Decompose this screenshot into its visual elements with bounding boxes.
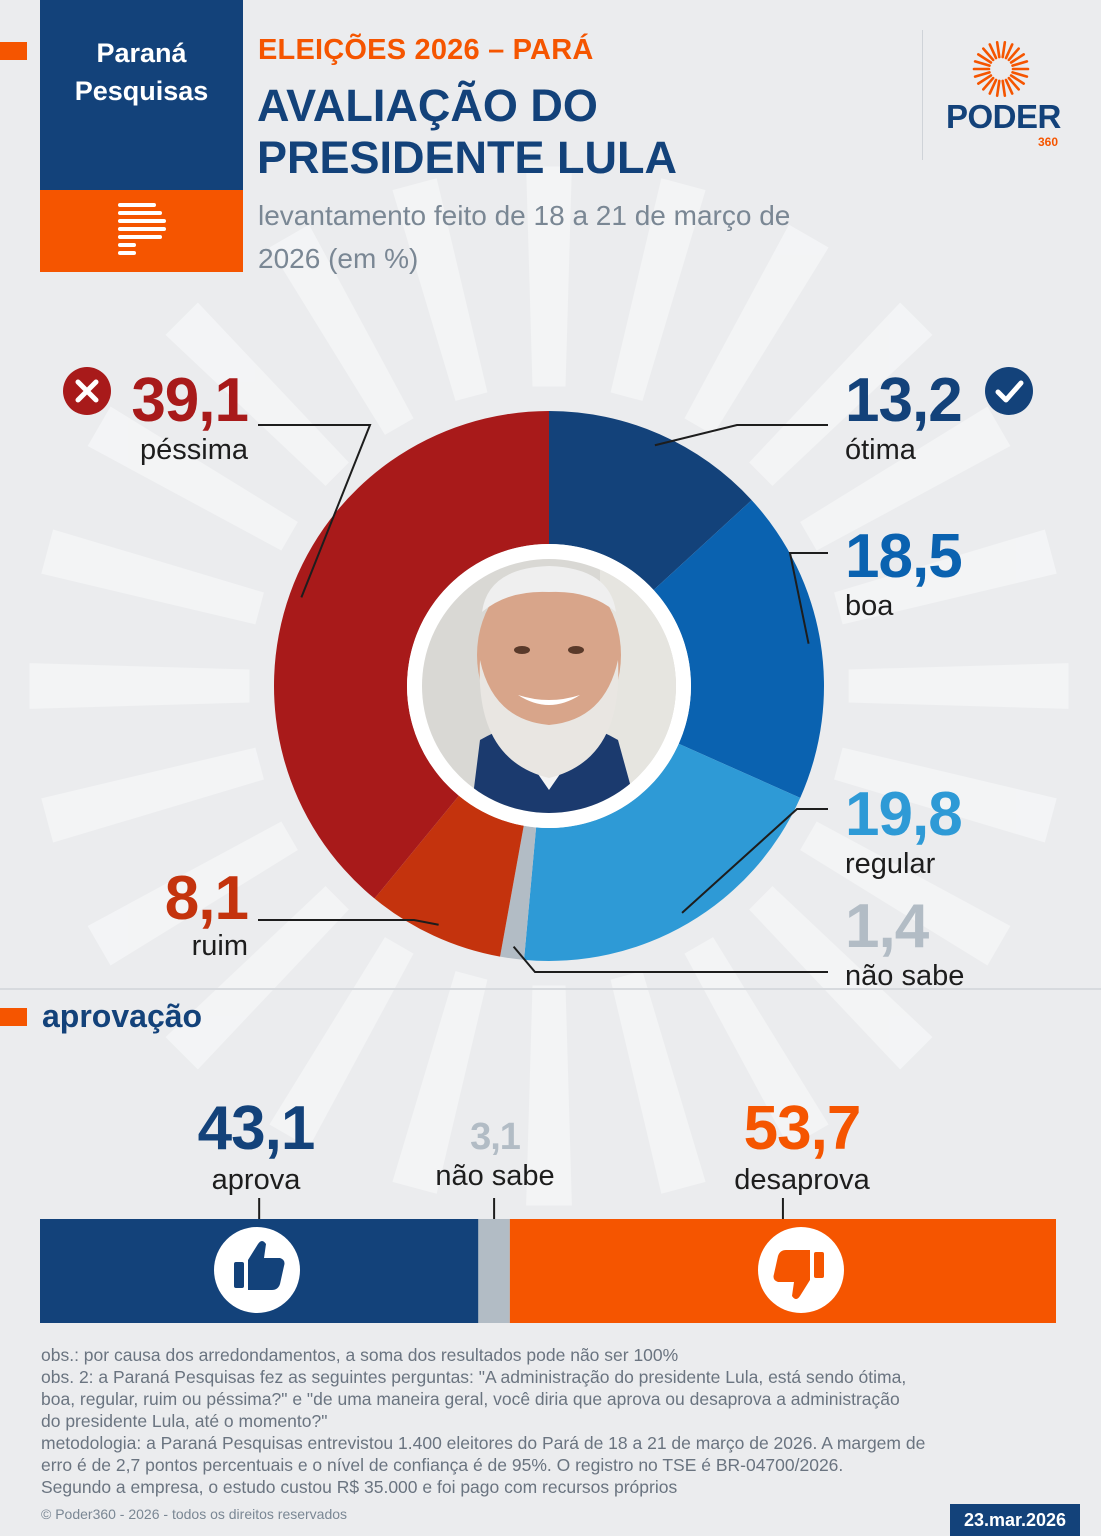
section-accent [0,1008,27,1026]
note-line-5: metodologia: a Paraná Pesquisas entrevis… [41,1433,926,1453]
subtitle-line-2: 2026 (em %) [258,243,419,274]
checkmark-circle-icon [985,367,1033,415]
leader-line-péssima [258,424,372,598]
approval-naosabe-value: 3,1 [470,1116,521,1158]
ruim-value: 8,1 [164,864,249,933]
logo-separator [922,30,923,160]
boa-label: boa [845,590,894,622]
aprova-value: 43,1 [197,1094,316,1163]
leader-line-ótima [654,424,828,447]
parana-pesquisas-logo [40,0,243,190]
approval-bar-não-sabe [478,1219,510,1323]
methodology-notes: obs.: por causa dos arredondamentos, a s… [41,1344,1071,1498]
leader-line-ruim [258,919,439,926]
ruim-label: ruim [191,930,248,962]
aprova-label: aprova [211,1164,301,1196]
publication-date: 23.mar.2026 [950,1504,1080,1536]
top-left-accent [0,42,27,60]
desaprova-value: 53,7 [743,1094,862,1163]
donut-slice-boa [653,500,824,798]
naosabe-label: não sabe [845,960,965,992]
desaprova-label: desaprova [734,1164,870,1196]
subtitle-line-1: levantamento feito de 18 a 21 de março d… [258,200,791,231]
note-line-2: obs. 2: a Paraná Pesquisas fez as seguin… [41,1367,907,1387]
parana-pesquisas-logo-text: Paraná Pesquisas [40,34,243,110]
note-line-1: obs.: por causa dos arredondamentos, a s… [41,1345,679,1365]
approval-section-title: aprovação [42,998,203,1034]
note-line-6: erro é de 2,7 pontos percentuais e o nív… [41,1455,844,1475]
otima-label: ótima [845,434,916,466]
donut-slice-ruim [374,795,524,957]
pessima-label: péssima [140,434,248,466]
avaliacao-donut-chart [258,411,828,973]
regular-value: 19,8 [845,780,963,849]
title-line-1: AVALIAÇÃO DO [257,80,598,131]
approval-naosabe-label: não sabe [435,1160,555,1192]
donut-slice-regular [524,743,801,961]
donut-slice-ótima [549,411,752,591]
leader-line-não-sabe [512,945,828,973]
poder360-wordmark: PODER [946,98,1061,135]
parana-pesquisas-mark [40,190,243,272]
logo-line-1: Paraná [96,38,187,68]
title-line-2: PRESIDENTE LULA [257,132,678,183]
page-title: AVALIAÇÃO DO PRESIDENTE LULA [257,80,877,184]
poder360-number: 360 [1038,135,1059,149]
naosabe-value: 1,4 [845,892,929,961]
subtitle: levantamento feito de 18 a 21 de março d… [258,194,898,280]
note-line-3: boa, regular, ruim ou péssima?" e "de um… [41,1389,900,1409]
thumbs-up-icon [214,1227,300,1313]
otima-value: 13,2 [845,366,963,435]
leader-line-regular [681,808,828,914]
note-line-4: do presidente Lula, até o momento?" [41,1411,328,1431]
poder360-sun-icon [972,40,1030,98]
regular-label: regular [845,848,936,880]
donut-slice-péssima [274,411,549,899]
thumbs-down-icon [758,1227,844,1313]
logo-line-2: Pesquisas [74,76,209,106]
kicker: ELEIÇÕES 2026 – PARÁ [258,34,594,66]
boa-value: 18,5 [845,522,963,591]
x-circle-icon [63,367,111,415]
donut-slice-não-sabe [500,825,537,960]
parana-pesquisas-p-icon [118,203,166,255]
leader-line-boa [788,552,828,644]
section-divider [0,988,1101,990]
pessima-value: 39,1 [131,366,249,435]
copyright: © Poder360 - 2026 - todos os direitos re… [41,1506,348,1522]
note-line-7: Segundo a empresa, o estudo custou R$ 35… [41,1477,678,1497]
approval-stacked-bar-chart [40,1198,1057,1323]
